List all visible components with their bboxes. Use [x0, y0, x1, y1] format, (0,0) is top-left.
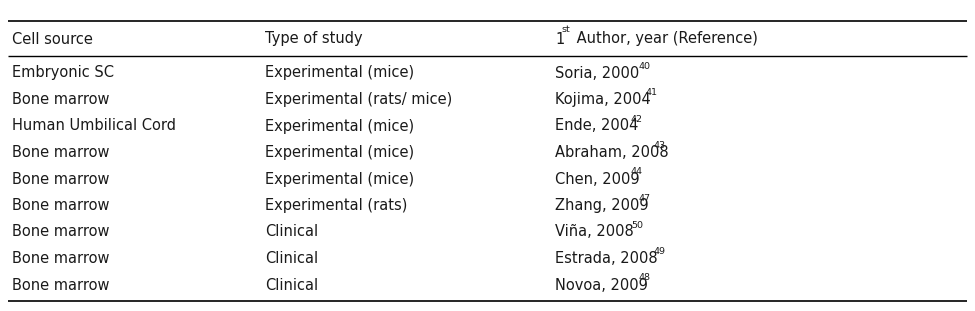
Text: Human Umbilical Cord: Human Umbilical Cord — [12, 118, 176, 133]
Text: Novoa, 2009: Novoa, 2009 — [555, 277, 647, 293]
Text: Soria, 2000: Soria, 2000 — [555, 66, 640, 81]
Text: Bone marrow: Bone marrow — [12, 225, 109, 239]
Text: st: st — [562, 26, 570, 35]
Text: Chen, 2009: Chen, 2009 — [555, 171, 640, 187]
Text: Bone marrow: Bone marrow — [12, 171, 109, 187]
Text: Abraham, 2008: Abraham, 2008 — [555, 145, 669, 160]
Text: 43: 43 — [653, 141, 666, 150]
Text: 1: 1 — [555, 31, 565, 47]
Text: Bone marrow: Bone marrow — [12, 277, 109, 293]
Text: 48: 48 — [639, 273, 650, 282]
Text: Experimental (rats): Experimental (rats) — [265, 198, 408, 213]
Text: Ende, 2004: Ende, 2004 — [555, 118, 639, 133]
Text: Bone marrow: Bone marrow — [12, 251, 109, 266]
Text: Zhang, 2009: Zhang, 2009 — [555, 198, 648, 213]
Text: Clinical: Clinical — [265, 225, 318, 239]
Text: Clinical: Clinical — [265, 251, 318, 266]
Text: 49: 49 — [653, 247, 666, 256]
Text: 41: 41 — [646, 88, 658, 97]
Text: 44: 44 — [631, 168, 643, 177]
Text: Author, year (Reference): Author, year (Reference) — [572, 31, 758, 47]
Text: Estrada, 2008: Estrada, 2008 — [555, 251, 657, 266]
Text: Experimental (mice): Experimental (mice) — [265, 145, 414, 160]
Text: Bone marrow: Bone marrow — [12, 92, 109, 107]
Text: Viña, 2008: Viña, 2008 — [555, 225, 634, 239]
Text: Experimental (rats/ mice): Experimental (rats/ mice) — [265, 92, 452, 107]
Text: Experimental (mice): Experimental (mice) — [265, 66, 414, 81]
Text: Clinical: Clinical — [265, 277, 318, 293]
Text: 50: 50 — [631, 220, 643, 230]
Text: Experimental (mice): Experimental (mice) — [265, 171, 414, 187]
Text: Experimental (mice): Experimental (mice) — [265, 118, 414, 133]
Text: Cell source: Cell source — [12, 31, 93, 47]
Text: 40: 40 — [639, 62, 650, 71]
Text: Bone marrow: Bone marrow — [12, 198, 109, 213]
Text: Bone marrow: Bone marrow — [12, 145, 109, 160]
Text: Kojima, 2004: Kojima, 2004 — [555, 92, 650, 107]
Text: Embryonic SC: Embryonic SC — [12, 66, 114, 81]
Text: 42: 42 — [631, 114, 643, 123]
Text: 47: 47 — [639, 194, 650, 203]
Text: Type of study: Type of study — [265, 31, 363, 47]
